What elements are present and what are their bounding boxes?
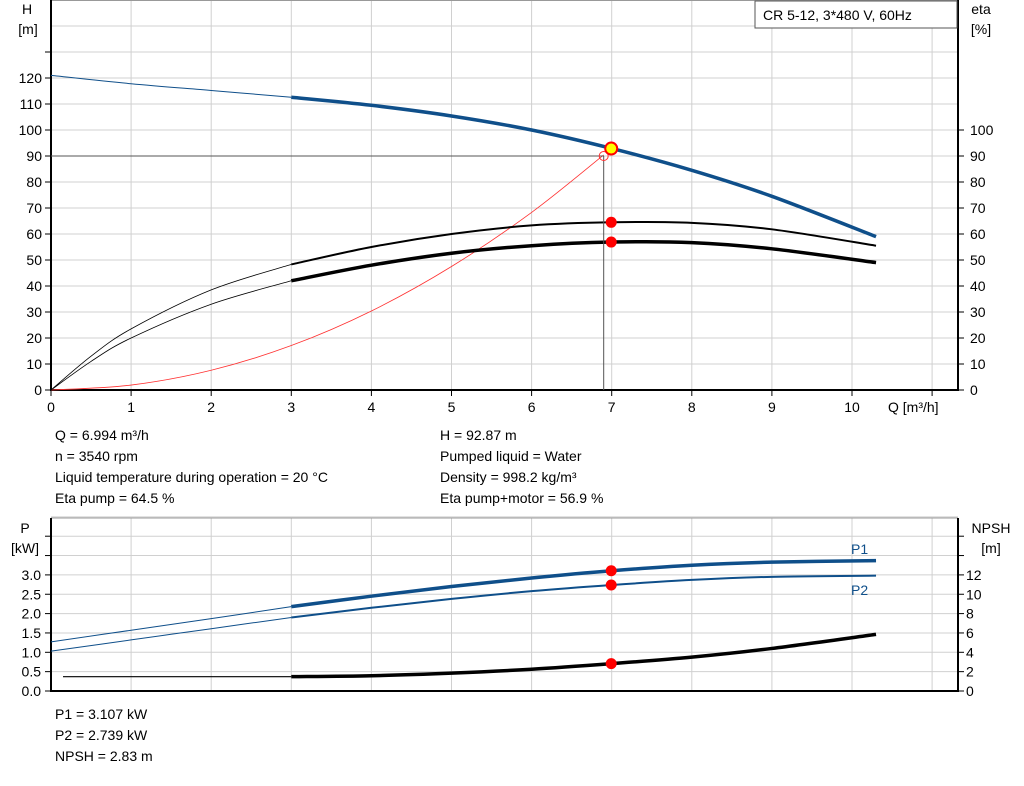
- h-tick-label: 90: [26, 148, 42, 164]
- p-tick-label: 2.5: [22, 586, 42, 602]
- q-tick-label: 8: [688, 399, 696, 415]
- p-tick-label: 0.0: [22, 683, 42, 699]
- h-tick-label: 70: [26, 200, 42, 216]
- p-tick-label: 1.0: [22, 644, 42, 660]
- system-point-marker: [598, 151, 609, 161]
- info-temp: Liquid temperature during operation = 20…: [55, 469, 328, 485]
- h-tick-label: 50: [26, 252, 42, 268]
- npsh-axis-label: NPSH: [972, 520, 1011, 536]
- eta-tick-label: 40: [970, 278, 986, 294]
- eta-tick-label: 30: [970, 304, 986, 320]
- q-axis-label: Q [m³/h]: [888, 399, 939, 415]
- npsh-tick-label: 12: [966, 567, 982, 583]
- info-eta-pump: Eta pump = 64.5 %: [55, 490, 174, 506]
- eta-tick-label: 100: [970, 122, 994, 138]
- eta-axis-label: eta: [971, 1, 991, 17]
- h-tick-label: 100: [19, 122, 43, 138]
- p-tick-label: 0.5: [22, 664, 42, 680]
- h-tick-label: 0: [34, 382, 42, 398]
- eta-pump-curve-thin: [50, 264, 292, 391]
- p2-series-label: P2: [851, 582, 868, 598]
- h-axis-unit: [m]: [18, 21, 37, 37]
- chart-title: CR 5-12, 3*480 V, 60Hz: [763, 7, 912, 23]
- npsh-point-marker: [605, 658, 617, 670]
- npsh-tick-label: 6: [966, 625, 974, 641]
- q-tick-label: 9: [768, 399, 776, 415]
- p-tick-label: 1.5: [22, 625, 42, 641]
- system-curve: [50, 154, 604, 391]
- npsh-tick-label: 4: [966, 644, 974, 660]
- h-tick-label: 60: [26, 226, 42, 242]
- h-axis-label: H: [22, 1, 32, 17]
- q-tick-label: 6: [528, 399, 536, 415]
- q-tick-label: 1: [127, 399, 135, 415]
- eta-tick-label: 0: [970, 382, 978, 398]
- h-tick-label: 40: [26, 278, 42, 294]
- power-chart-grid: [45, 516, 964, 692]
- p2-curve-thin: [50, 616, 292, 652]
- info-h: H = 92.87 m: [440, 427, 517, 443]
- npsh-tick-label: 10: [966, 586, 982, 602]
- npsh-curve: [291, 632, 877, 679]
- eta-tick-label: 50: [970, 252, 986, 268]
- curves: [50, 74, 877, 679]
- info-eta-total: Eta pump+motor = 56.9 %: [440, 490, 603, 506]
- h-tick-label: 10: [26, 356, 42, 372]
- h-tick-label: 20: [26, 330, 42, 346]
- npsh-tick-label: 2: [966, 664, 974, 680]
- q-tick-label: 10: [844, 399, 860, 415]
- p2-point-marker: [605, 579, 617, 591]
- h-tick-label: 120: [19, 70, 43, 86]
- eta-pump-curve: [291, 220, 877, 266]
- q-tick-label: 2: [207, 399, 215, 415]
- eta-point-marker: [605, 236, 617, 248]
- h-tick-label: 80: [26, 174, 42, 190]
- npsh-axis-unit: [m]: [981, 540, 1000, 556]
- p1-curve-thin: [50, 606, 292, 643]
- p1-curve: [291, 558, 877, 609]
- eta-tick-label: 80: [970, 174, 986, 190]
- p1-series-label: P1: [851, 541, 868, 557]
- info-npsh: NPSH = 2.83 m: [55, 748, 153, 764]
- head-curve-thin: [50, 74, 292, 98]
- npsh-tick-label: 0: [966, 683, 974, 699]
- duty-point-marker: [604, 141, 619, 156]
- h-tick-label: 30: [26, 304, 42, 320]
- info-q: Q = 6.994 m³/h: [55, 427, 149, 443]
- head-chart-grid: [45, 0, 964, 396]
- info-p2: P2 = 2.739 kW: [55, 727, 148, 743]
- eta-tick-label: 10: [970, 356, 986, 372]
- eta-total-curve: [290, 239, 877, 283]
- head-curve: [291, 95, 877, 239]
- info-p1: P1 = 3.107 kW: [55, 706, 148, 722]
- eta-tick-label: 20: [970, 330, 986, 346]
- info-liquid: Pumped liquid = Water: [440, 448, 582, 464]
- eta-tick-label: 60: [970, 226, 986, 242]
- eta-point-marker: [605, 216, 617, 228]
- p1-point-marker: [605, 565, 617, 577]
- p-tick-label: 2.0: [22, 606, 42, 622]
- npsh-tick-label: 8: [966, 606, 974, 622]
- q-tick-label: 4: [368, 399, 376, 415]
- p-axis-label: P: [20, 520, 29, 536]
- q-tick-label: 7: [608, 399, 616, 415]
- eta-total-curve-thin: [50, 280, 292, 391]
- q-tick-label: 0: [47, 399, 55, 415]
- p2-curve: [291, 574, 877, 619]
- q-tick-label: 5: [448, 399, 456, 415]
- eta-tick-label: 70: [970, 200, 986, 216]
- p-axis-unit: [kW]: [11, 540, 39, 556]
- info-n: n = 3540 rpm: [55, 448, 138, 464]
- info-density: Density = 998.2 kg/m³: [440, 469, 577, 485]
- legend-box: [754, 0, 958, 29]
- p-tick-label: 3.0: [22, 567, 42, 583]
- h-tick-label: 110: [20, 96, 43, 112]
- eta-tick-label: 90: [970, 148, 986, 164]
- q-tick-label: 3: [287, 399, 295, 415]
- tick-labels: 0102030405060708090100110120010203040506…: [19, 70, 994, 699]
- eta-axis-unit: [%]: [971, 21, 991, 37]
